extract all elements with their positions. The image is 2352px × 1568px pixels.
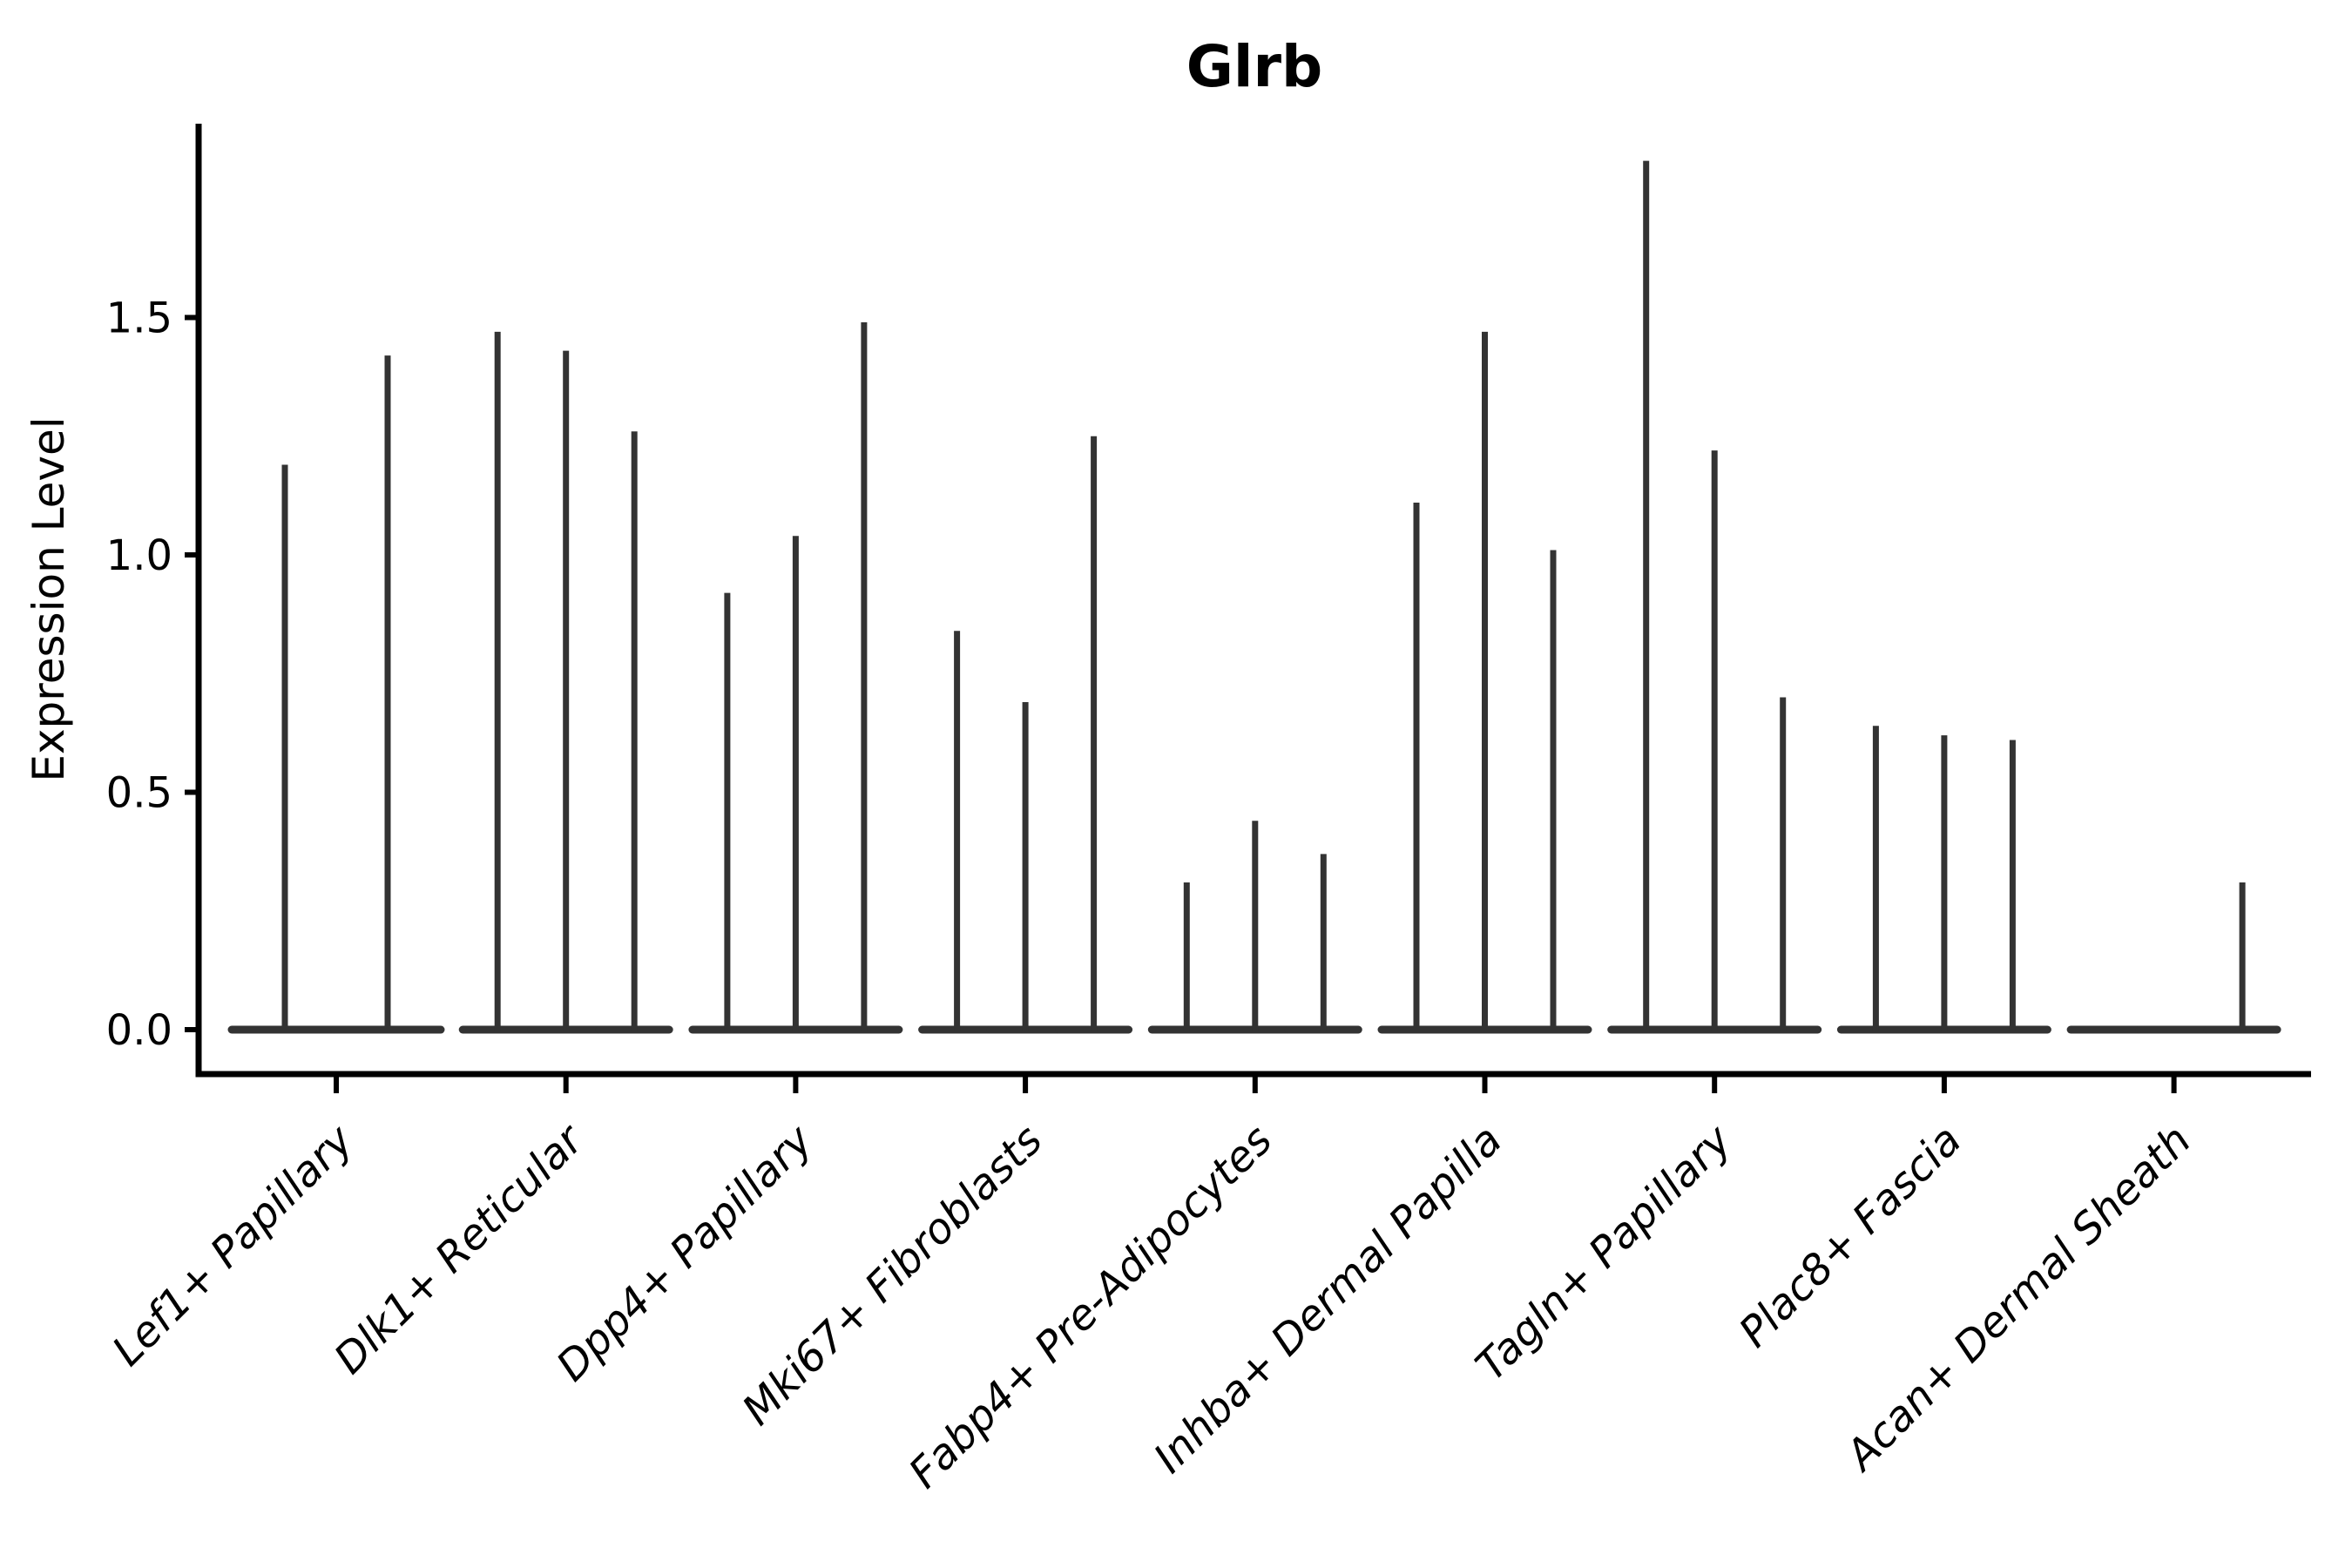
x-tick-label: Lef1+ Papillary: [103, 1115, 363, 1375]
axes-layer: [185, 124, 2311, 1093]
x-tick-label: Plac8+ Fascia: [1730, 1116, 1971, 1357]
y-tick-label: 1.0: [106, 531, 172, 580]
y-tick-label: 1.5: [106, 294, 172, 343]
x-tick-label: Tagln+ Papillary: [1466, 1115, 1741, 1390]
x-tick-label: Dlk1+ Reticular: [325, 1114, 595, 1384]
y-axis-label: Expression Level: [24, 416, 74, 781]
x-tick-label: Fabp4+ Pre-Adipocytes: [900, 1116, 1282, 1498]
y-tick-label: 0.5: [106, 769, 172, 818]
y-tick-label: 0.0: [106, 1006, 172, 1055]
chart-title: Glrb: [1186, 33, 1323, 100]
x-tick-label: Dpp4+ Papillary: [547, 1115, 822, 1390]
violins-layer: [227, 160, 2281, 1034]
